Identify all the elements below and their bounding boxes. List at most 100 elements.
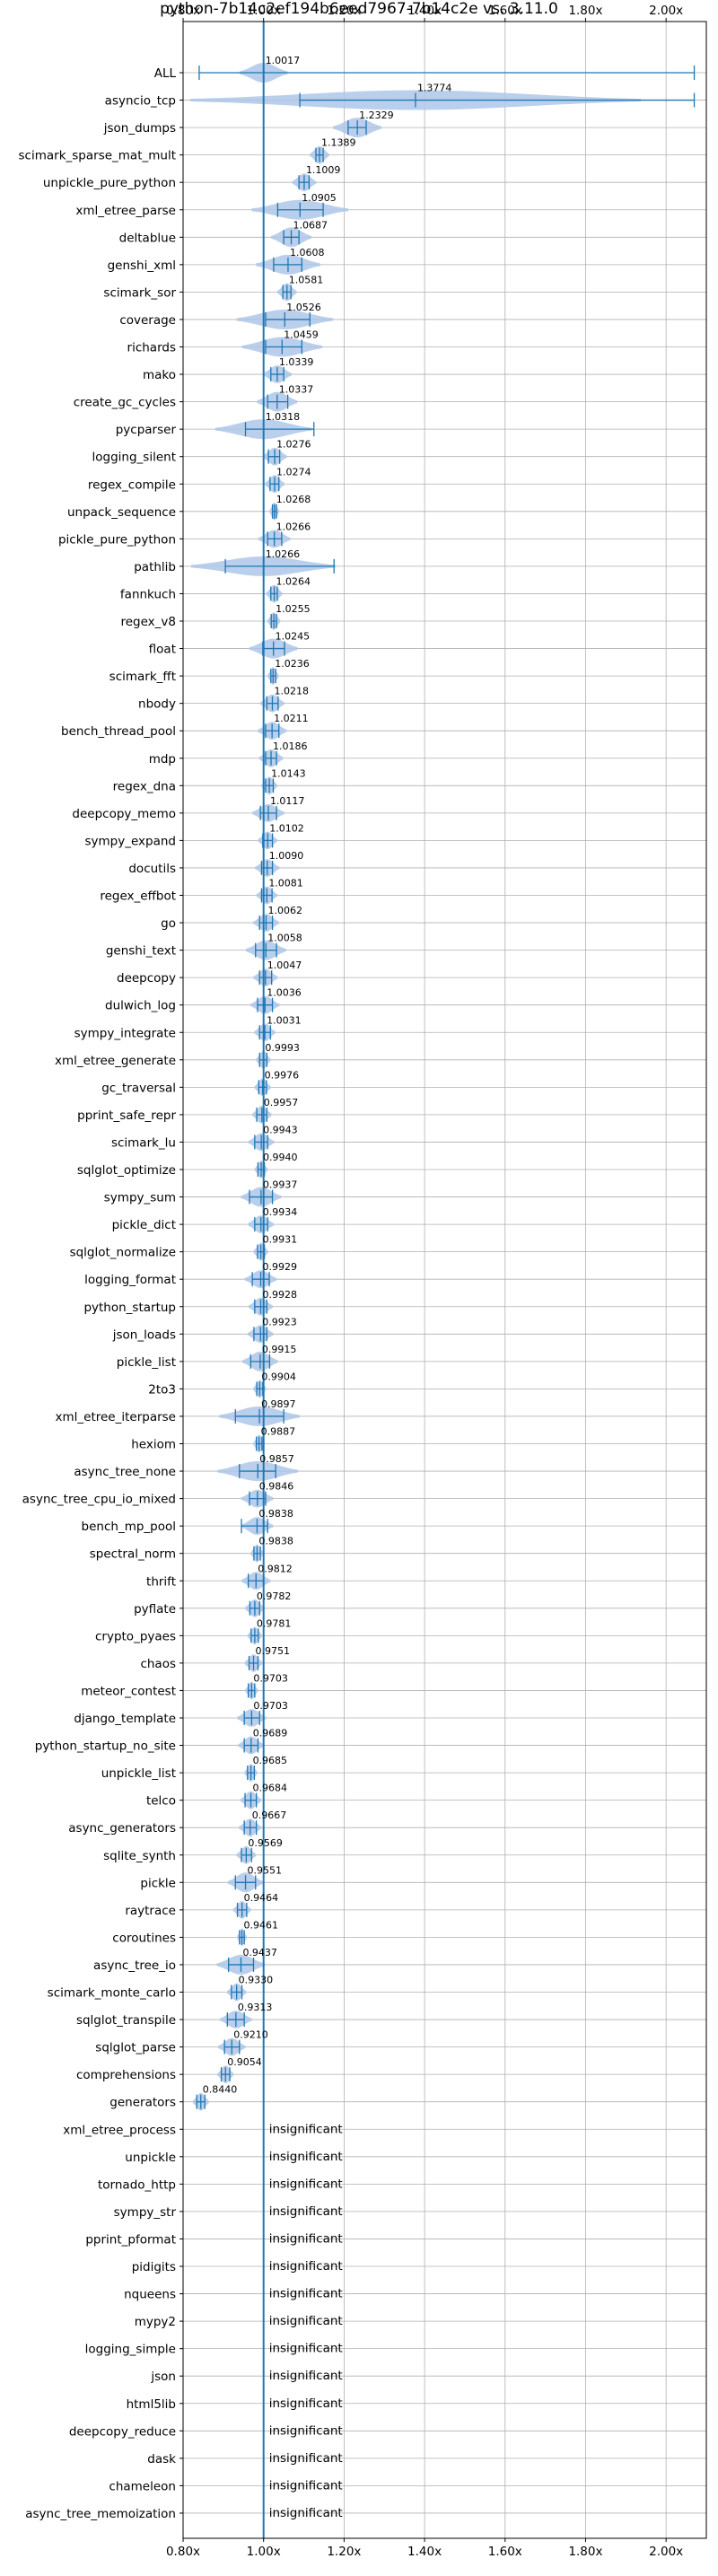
y-tick-label: coverage (119, 313, 176, 328)
value-label: 0.9685 (253, 1755, 288, 1766)
value-label: 1.0036 (267, 987, 302, 999)
benchmark-pprint_safe_repr (252, 1106, 272, 1124)
benchmark-sqlglot_transpile (219, 2011, 252, 2028)
y-tick-label: sqlglot_normalize (70, 1246, 176, 1260)
value-label: 1.3774 (417, 83, 452, 94)
insignificant-label: insignificant (269, 2369, 343, 2383)
y-tick-label: deepcopy_memo (72, 807, 176, 821)
y-tick-label: sympy_expand (84, 834, 176, 848)
insignificant-label: insignificant (269, 2287, 343, 2301)
y-tick-label: xml_etree_generate (55, 1054, 176, 1068)
benchmark-telco (240, 1791, 262, 1809)
benchmark-python_startup (249, 1297, 273, 1316)
plot-frame (182, 21, 707, 2539)
y-tick-label: mako (143, 368, 176, 382)
benchmark-unpack_sequence (269, 502, 280, 521)
insignificant-label: insignificant (269, 2478, 343, 2493)
value-label: 1.0687 (293, 219, 328, 231)
y-tick-label: regex_compile (88, 478, 176, 492)
value-label: 0.9887 (261, 1426, 296, 1438)
y-tick-label: deltablue (119, 231, 176, 245)
value-label: 1.0031 (267, 1014, 302, 1026)
value-label: 1.0266 (266, 548, 301, 560)
y-tick-label: 2to3 (148, 1382, 176, 1397)
y-tick-label: python_startup_no_site (35, 1739, 176, 1754)
value-label: 1.0905 (302, 192, 337, 204)
value-label: 0.9437 (242, 1947, 277, 1958)
y-tick-label: sqlglot_parse (95, 2041, 176, 2055)
benchmark-scimark_monte_carlo (226, 1983, 247, 2002)
insignificant-label: insignificant (269, 2396, 343, 2411)
benchmark-pickle_pure_python (258, 530, 291, 548)
y-tick-label: pickle_pure_python (58, 532, 176, 547)
y-tick-label: regex_v8 (120, 615, 176, 629)
value-label: 1.0081 (268, 878, 303, 889)
y-tick-label: deepcopy (117, 971, 176, 986)
benchmark-async_tree_cpu_io_mixed (241, 1489, 274, 1508)
value-label: 1.0186 (273, 740, 308, 752)
x-tick-label-bottom: 1.00x (247, 2545, 281, 2559)
x-tick-label-top: 1.60x (488, 4, 522, 18)
benchmark-dulwich_log (250, 995, 280, 1014)
value-label: 0.9931 (263, 1234, 298, 1246)
y-tick-label: gc_traversal (101, 1081, 176, 1095)
benchmark-spectral_norm (250, 1544, 264, 1563)
benchmark-mako (262, 365, 292, 383)
insignificant-label: insignificant (269, 2122, 343, 2136)
labels: 1.0017 1.3774 1.2329 1.1389 1.1009 1.0905 1.06… (203, 55, 452, 2520)
x-tick-label-top: 1.80x (568, 4, 602, 18)
value-label: 0.9464 (244, 1892, 279, 1904)
y-tick-label: generators (109, 2096, 176, 2110)
y-tick-label: comprehensions (76, 2068, 176, 2082)
y-tick-label: unpickle_list (101, 1766, 176, 1781)
insignificant-label: insignificant (269, 2177, 343, 2191)
value-label: 1.0090 (269, 850, 304, 862)
value-label: 0.9751 (256, 1645, 291, 1657)
value-label: 0.9684 (253, 1783, 288, 1794)
benchmark-python_startup_no_site (238, 1736, 265, 1755)
insignificant-label: insignificant (269, 2204, 343, 2219)
insignificant-label: insignificant (269, 2259, 343, 2274)
y-tick-label: pathlib (134, 560, 176, 574)
y-tick-label: pprint_safe_repr (77, 1108, 176, 1123)
y-tick-label: logging_simple (85, 2343, 176, 2357)
y-tick-label: docutils (128, 862, 176, 876)
benchmark-mdp (258, 749, 284, 767)
x-tick-label-top: 2.00x (649, 4, 683, 18)
y-tick-label: sympy_sum (104, 1191, 176, 1205)
value-label: 1.2329 (359, 110, 394, 121)
benchmark-scimark_sparse_mat_mult (310, 145, 329, 164)
insignificant-label: insignificant (269, 2314, 343, 2328)
value-label: 0.9976 (265, 1069, 300, 1081)
y-tick-label: asyncio_tcp (105, 94, 176, 109)
value-label: 0.9838 (258, 1508, 293, 1520)
benchmark-nbody (260, 694, 285, 713)
benchmark-regex_v8 (267, 612, 281, 630)
y-tick-label: pickle_list (117, 1355, 176, 1370)
y-tick-label: sqlglot_transpile (76, 2013, 176, 2028)
y-tick-label: spectral_norm (90, 1547, 176, 1562)
value-label: 0.9934 (263, 1206, 298, 1218)
value-label: 0.9781 (257, 1617, 292, 1629)
benchmark-logging_format (244, 1270, 277, 1289)
value-label: 0.9943 (263, 1124, 298, 1135)
y-tick-label: json (150, 2370, 176, 2384)
value-label: 0.9703 (253, 1700, 288, 1712)
y-tick-label: json_loads (112, 1327, 176, 1342)
value-label: 1.1009 (306, 164, 341, 176)
y-tick-label: html5lib (127, 2397, 176, 2412)
violins (189, 63, 696, 2111)
value-label: 1.0255 (276, 603, 311, 615)
value-label: 1.0268 (276, 494, 311, 505)
y-tick-label: unpack_sequence (67, 505, 176, 520)
value-label: 0.9313 (238, 2002, 273, 2013)
benchmark-thrift (241, 1572, 271, 1590)
y-tick-label: logging_silent (92, 451, 176, 465)
x-tick-label-bottom: 1.20x (327, 2545, 361, 2559)
benchmark-scimark_lu (248, 1133, 275, 1152)
y-tick-label: scimark_monte_carlo (48, 1986, 176, 2001)
value-label: 1.0318 (266, 411, 301, 423)
value-label: 0.9940 (263, 1152, 298, 1163)
value-label: 1.0276 (276, 439, 311, 451)
value-label: 0.8440 (203, 2084, 237, 2096)
